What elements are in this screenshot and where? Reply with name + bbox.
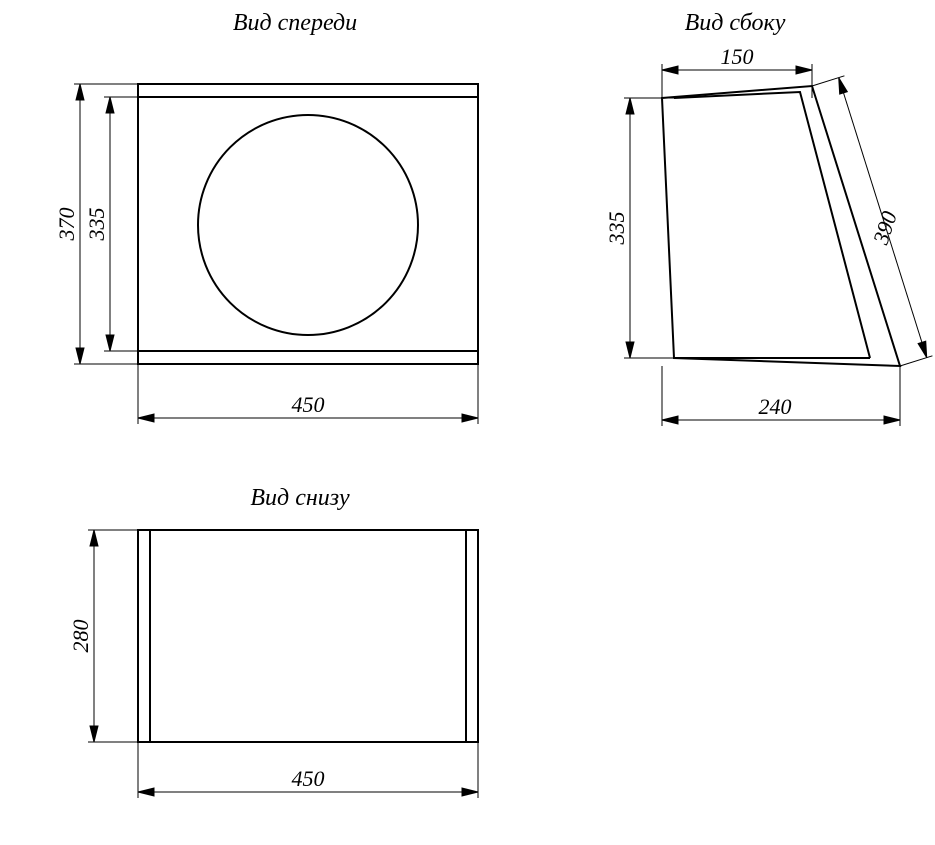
- svg-text:390: 390: [868, 208, 902, 248]
- svg-text:280: 280: [68, 620, 93, 653]
- svg-text:Вид снизу: Вид снизу: [250, 485, 350, 511]
- svg-text:Вид спереди: Вид спереди: [233, 10, 357, 36]
- svg-text:335: 335: [84, 208, 109, 242]
- svg-text:150: 150: [721, 44, 754, 69]
- technical-drawing: Вид спередиВид сбокуВид снизу37033545015…: [0, 0, 935, 845]
- svg-text:450: 450: [292, 766, 325, 791]
- svg-text:450: 450: [292, 392, 325, 417]
- svg-text:Вид сбоку: Вид сбоку: [685, 10, 786, 36]
- svg-text:335: 335: [604, 212, 629, 246]
- svg-text:370: 370: [54, 208, 79, 242]
- svg-text:240: 240: [759, 394, 792, 419]
